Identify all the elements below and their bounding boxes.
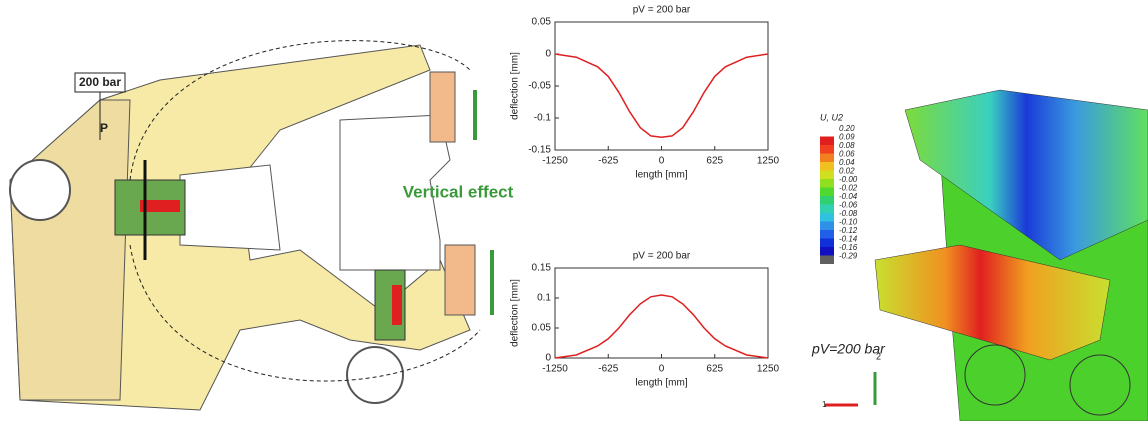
charts: pV = 200 bar length [mm] deflection [mm] -1… [510, 5, 780, 389]
colorbar-swatch [820, 187, 834, 196]
colorbar-label: 0.02 [839, 167, 855, 176]
colorbar-swatch [820, 221, 834, 230]
colorbar-label: -0.02 [839, 184, 858, 193]
colorbar-swatch [820, 230, 834, 239]
colorbar-swatch [820, 170, 834, 179]
colorbar-label: -0.12 [839, 226, 858, 235]
colorbar-label: 0.20 [839, 124, 855, 133]
y-tick-label: -0.15 [528, 145, 551, 156]
x-tick-label: 625 [706, 364, 723, 375]
x-axis-label: length [mm] [635, 170, 687, 181]
y-tick-label: 0.1 [537, 293, 551, 304]
x-tick-label: -625 [598, 364, 618, 375]
x-tick-label: 0 [659, 156, 665, 167]
x-tick-label: -1250 [542, 156, 568, 167]
colorbar-swatch [820, 136, 834, 145]
colorbar-swatch [820, 204, 834, 213]
colorbar-label: 0.08 [839, 141, 855, 150]
y-tick-label: 0.05 [532, 323, 552, 334]
x-tick-label: 625 [706, 156, 723, 167]
plot-frame [554, 21, 769, 151]
chart-title: pV = 200 bar [633, 5, 691, 16]
colorbar-swatch [820, 128, 834, 137]
y-tick-label: 0.15 [532, 263, 552, 274]
legend-title: U, U2 [820, 112, 843, 122]
colorbar: 0.200.090.080.060.040.02-0.00-0.02-0.04-… [820, 124, 858, 264]
line-series [554, 53, 769, 138]
pressure-label: 200 bar [79, 75, 121, 89]
x-tick-label: -625 [598, 156, 618, 167]
colorbar-swatch [820, 213, 834, 222]
colorbar-label: -0.16 [839, 243, 858, 252]
load-label: pV=200 bar [811, 341, 886, 357]
y-axis-label: deflection [mm] [510, 279, 521, 347]
plot-frame [554, 267, 769, 359]
colorbar-label: -0.08 [839, 209, 858, 218]
x-tick-label: 0 [659, 364, 665, 375]
colorbar-swatch [820, 247, 834, 256]
port-label: P [100, 121, 108, 135]
colorbar-swatch [820, 162, 834, 171]
colorbar-label: 0.04 [839, 158, 855, 167]
colorbar-swatch [820, 196, 834, 205]
colorbar-label: -0.10 [839, 218, 858, 227]
colorbar-swatch [820, 145, 834, 154]
colorbar-label: -0.06 [839, 201, 858, 210]
y-axis-label: deflection [mm] [510, 52, 521, 120]
x-tick-label: 1250 [757, 364, 780, 375]
colorbar-swatch [820, 153, 834, 162]
colorbar-label: -0.00 [839, 175, 858, 184]
clamp-diagram: 200 bar P Vertical effect [9, 40, 514, 411]
y-tick-label: 0 [545, 49, 551, 60]
y-tick-label: 0 [545, 353, 551, 364]
colorbar-label: 0.06 [839, 150, 855, 159]
chart-title: pV = 200 bar [633, 251, 691, 262]
y-tick-label: -0.1 [534, 113, 552, 124]
colorbar-swatch [820, 238, 834, 247]
axis-1-label: 1 [822, 400, 827, 409]
fe-model: 0.200.090.080.060.040.02-0.00-0.02-0.04-… [811, 89, 1148, 421]
y-tick-label: -0.05 [528, 81, 551, 92]
colorbar-swatch [820, 179, 834, 188]
effect-label: Vertical effect [403, 182, 514, 201]
colorbar-swatch [820, 255, 834, 264]
line-series [554, 294, 769, 359]
x-axis-label: length [mm] [635, 378, 687, 389]
x-tick-label: -1250 [542, 364, 568, 375]
colorbar-label: -0.14 [839, 235, 858, 244]
colorbar-label: -0.04 [839, 192, 858, 201]
axis-2-label: 2 [876, 351, 881, 361]
y-tick-label: 0.05 [532, 17, 552, 28]
colorbar-label: -0.29 [839, 252, 858, 261]
colorbar-label: 0.09 [839, 133, 855, 142]
x-tick-label: 1250 [757, 156, 780, 167]
